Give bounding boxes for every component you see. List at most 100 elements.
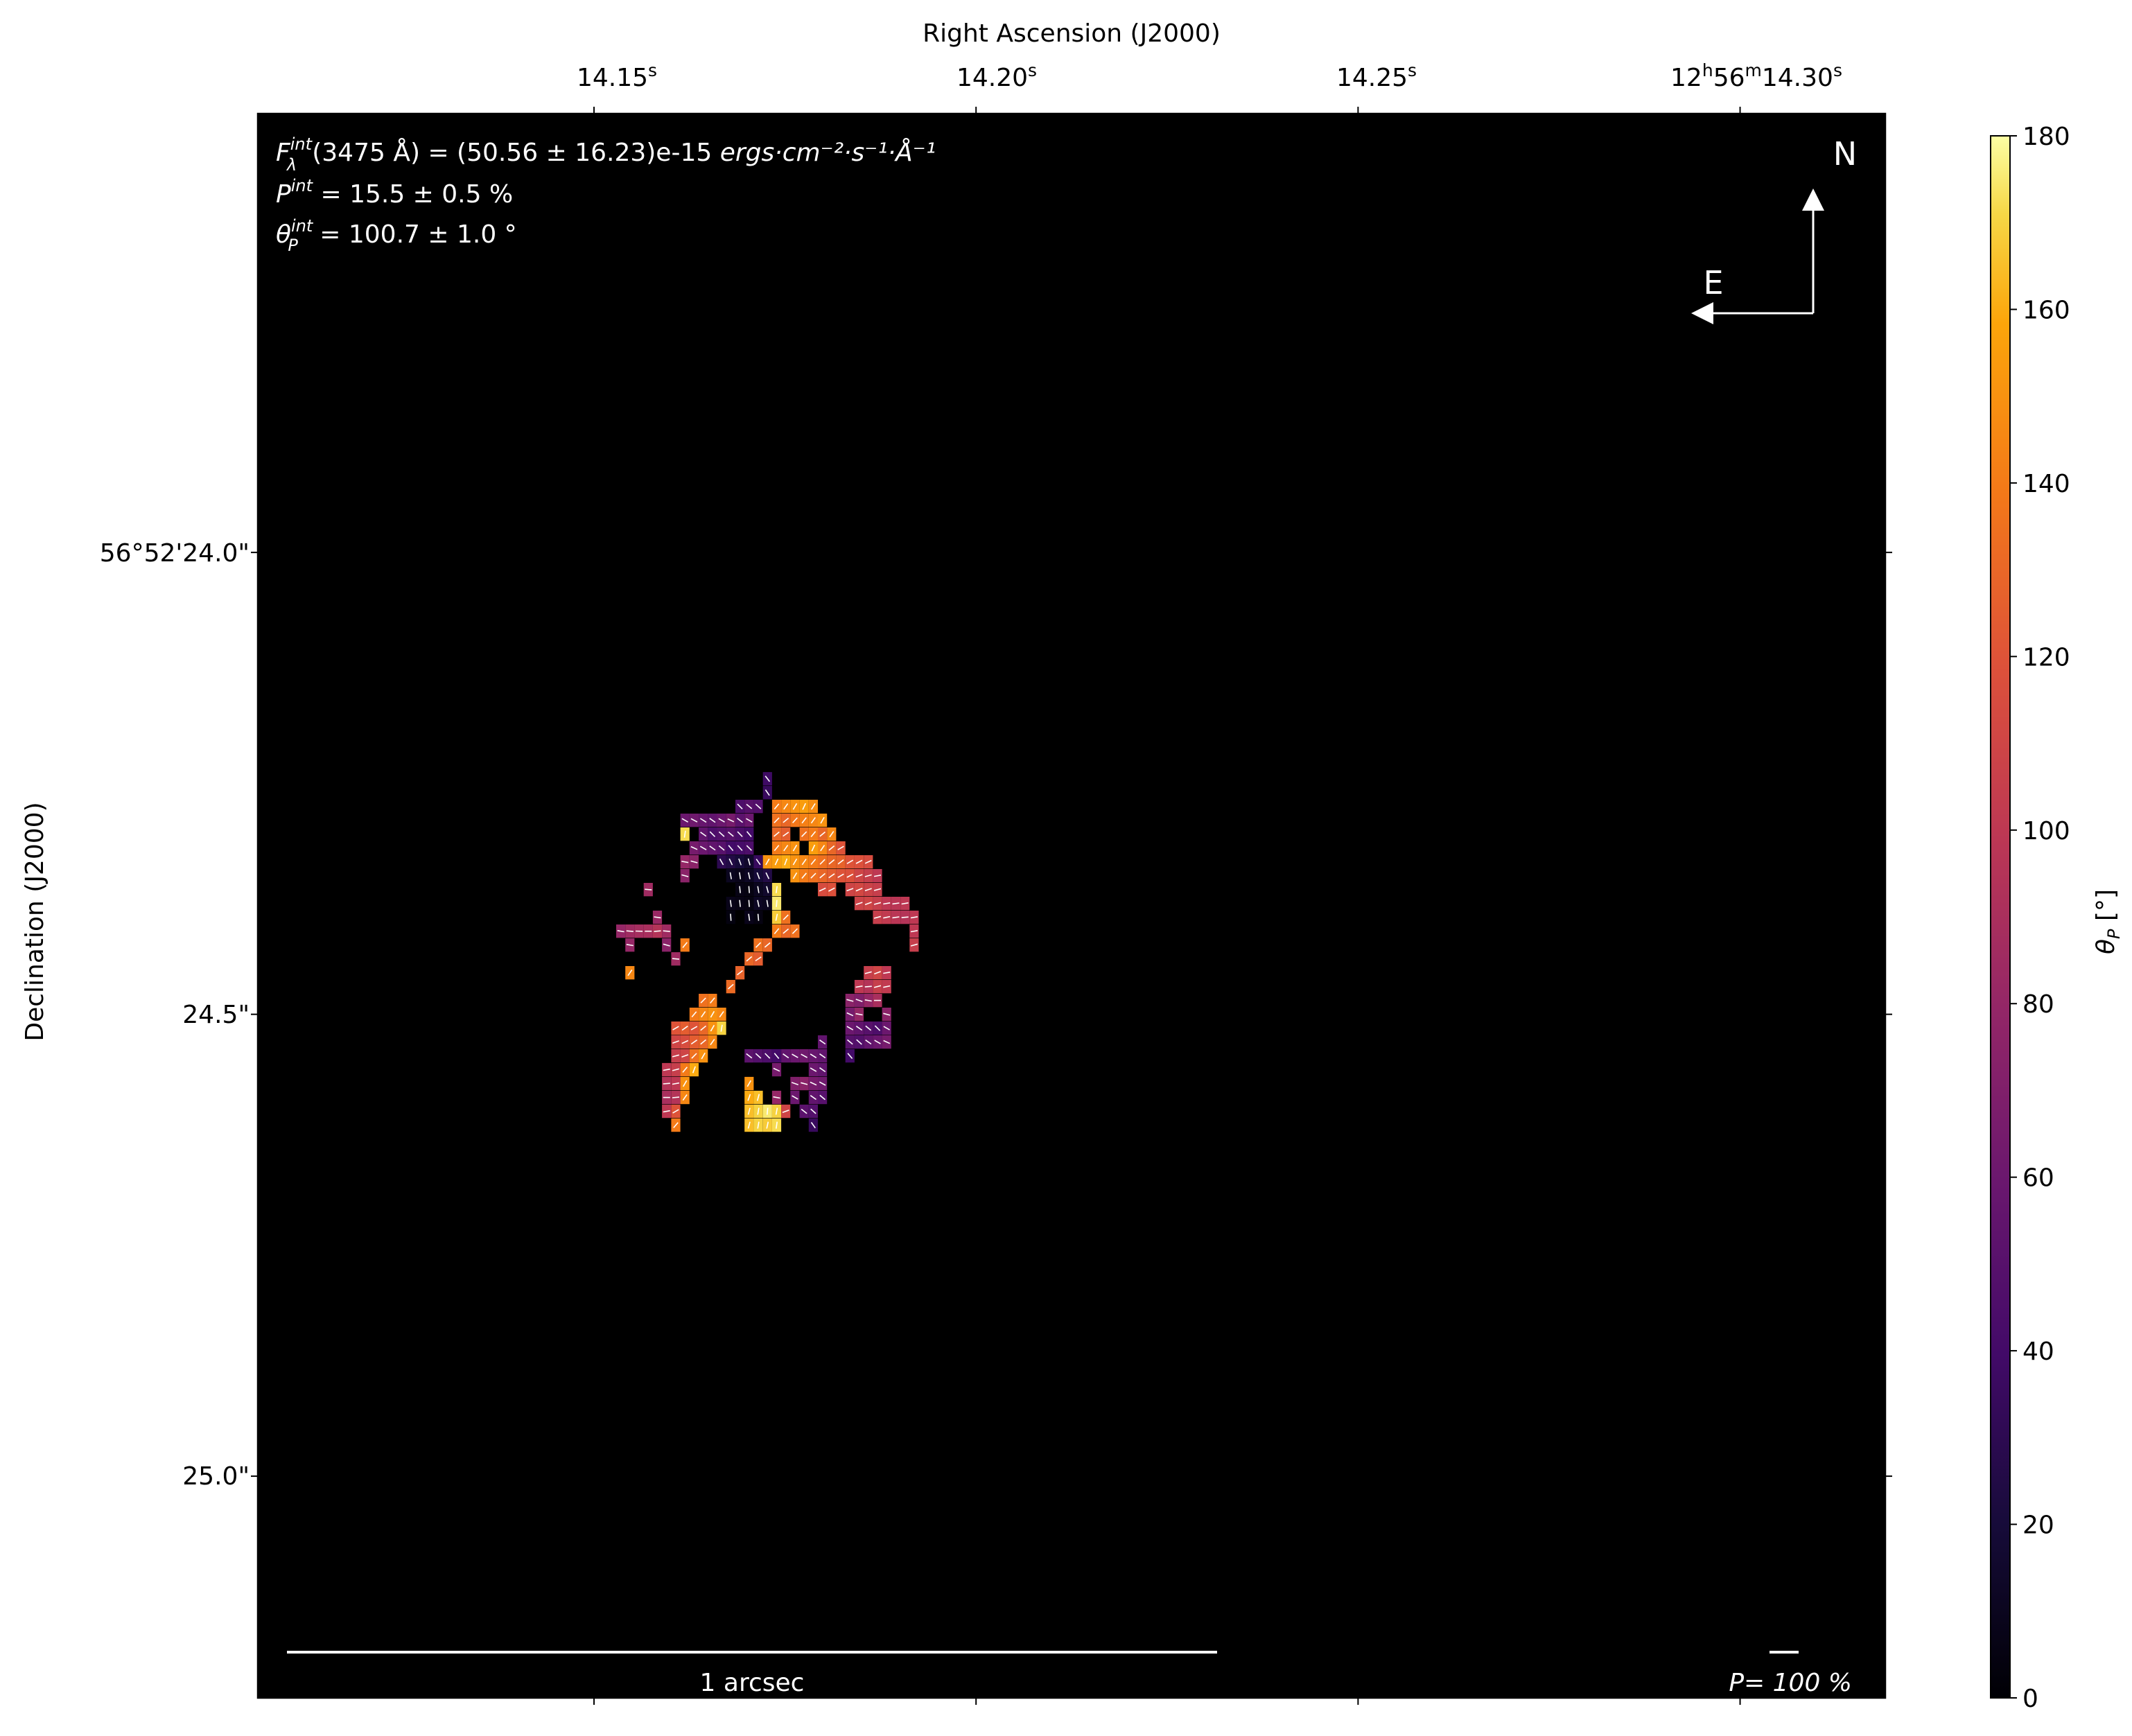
polarization-vector [801,1108,807,1114]
polarization-vector [855,1012,863,1016]
dec-tick-label-3: 25.0" [182,1462,250,1491]
polarization-vector [864,888,872,891]
polarization-vector [910,943,918,947]
polarization-vector [756,872,760,879]
polarization-vector [737,831,743,837]
polarization-vector [764,775,771,782]
polarization-vector [681,874,689,877]
polarization-vector [699,845,707,850]
polarization-vector [883,1040,891,1044]
colorbar-tick-label: 0 [2022,1685,2038,1713]
polarization-vector [766,900,769,907]
polarization-vector [663,943,670,947]
polarization-vector [819,1053,826,1059]
polarization-vector [883,1012,891,1016]
polarization-vector [792,858,798,866]
polarization-vector [757,913,760,921]
polarization-vector [747,1107,751,1115]
angle-annotation: θint P = 100.7 ± 1.0 ° [276,216,517,255]
polarization-vector [883,1026,890,1031]
polarization-vector [747,1121,751,1129]
colorbar-tick-label: 140 [2022,470,2070,498]
polarization-vector [828,873,835,879]
polarization-vector [792,1053,798,1058]
polarization-vector [773,1096,780,1099]
polarization-vector [837,845,844,850]
polarization-vector [748,872,751,879]
polarization-vector [873,915,882,919]
polarization-vector [727,831,734,837]
polarization-vector [757,1107,760,1115]
axis-ticks [251,107,1892,1705]
polarization-vector [617,930,624,933]
polarization-vector [855,1026,863,1031]
polarization-vector [672,1068,680,1071]
polarization-vector [709,831,716,837]
polarization-vector [709,845,716,851]
polarization-vector [828,887,835,892]
polarization-vector [792,872,798,879]
polarization-vector [737,845,743,851]
east-arrow-icon [1691,302,1713,324]
polarization-vector [801,873,807,879]
polarization-vector [792,928,798,934]
polarization-vector [792,817,798,823]
polarization-vector [757,1121,760,1129]
polarization-vector [681,1026,688,1031]
polarization-vector [828,859,835,865]
polarization-vector [700,1025,707,1031]
polarization-vector [819,1040,826,1045]
polarization-vector [728,845,734,852]
top-axis-label: Right Ascension (J2000) [923,19,1221,48]
polarization-vector [819,1094,826,1101]
polarization-vector [766,1121,769,1129]
polarization-vector [663,1068,670,1071]
polarization-vector [690,818,698,823]
polarization-vector [783,832,789,837]
polarization-vector [792,803,798,810]
polarization-vector [699,818,707,823]
polarization-vector [783,1053,789,1059]
polarization-vector [746,803,753,809]
polarization-vector [719,1011,724,1018]
polarization-vector [819,831,826,837]
polarization-vector [810,817,816,824]
polarization-vector [810,831,816,838]
polarization-vector [810,1122,816,1129]
polarization-vector [811,844,816,852]
polarization-vector [627,970,633,976]
dec-tick-label-1: 56°52'24.0" [100,539,250,568]
polarization-vector [820,816,825,824]
polarization-vector [792,1095,798,1100]
polarization-vector [645,888,652,891]
polarization-vector [855,902,863,905]
ra-tick-label-1: 14.15s [577,60,657,93]
colorbar-tick-label: 120 [2022,643,2070,672]
polarization-vector [810,1095,816,1101]
polarization-vector [801,1082,808,1085]
left-axis-label: Declination (J2000) [21,802,49,1041]
polarization-vector [737,803,743,809]
polarization-vector [846,1012,854,1017]
polarization-vector [846,1026,854,1031]
compass-east-label: E [1703,264,1723,301]
polarization-vector [774,817,780,823]
polarization-vector [747,858,751,866]
polarization-vector [819,887,826,892]
polarization-vector [847,1053,853,1060]
colorbar-tick-label: 20 [2022,1511,2054,1540]
polarization-vector [765,858,770,866]
polarization-vector [865,1040,872,1045]
polarization-vector [690,1040,698,1045]
polarization-vector [701,1052,706,1060]
polarization-vector [700,997,706,1003]
polarization-vector [783,914,789,920]
polarization-vector [757,886,760,893]
polarization-vector [672,1109,679,1114]
polarization-vector [718,831,725,837]
polarization-vector [746,1080,751,1087]
polarization-vector [710,1010,715,1018]
polarization-vector [810,1067,817,1072]
polarization-vector [810,1081,817,1086]
polarization-vector [626,944,634,947]
